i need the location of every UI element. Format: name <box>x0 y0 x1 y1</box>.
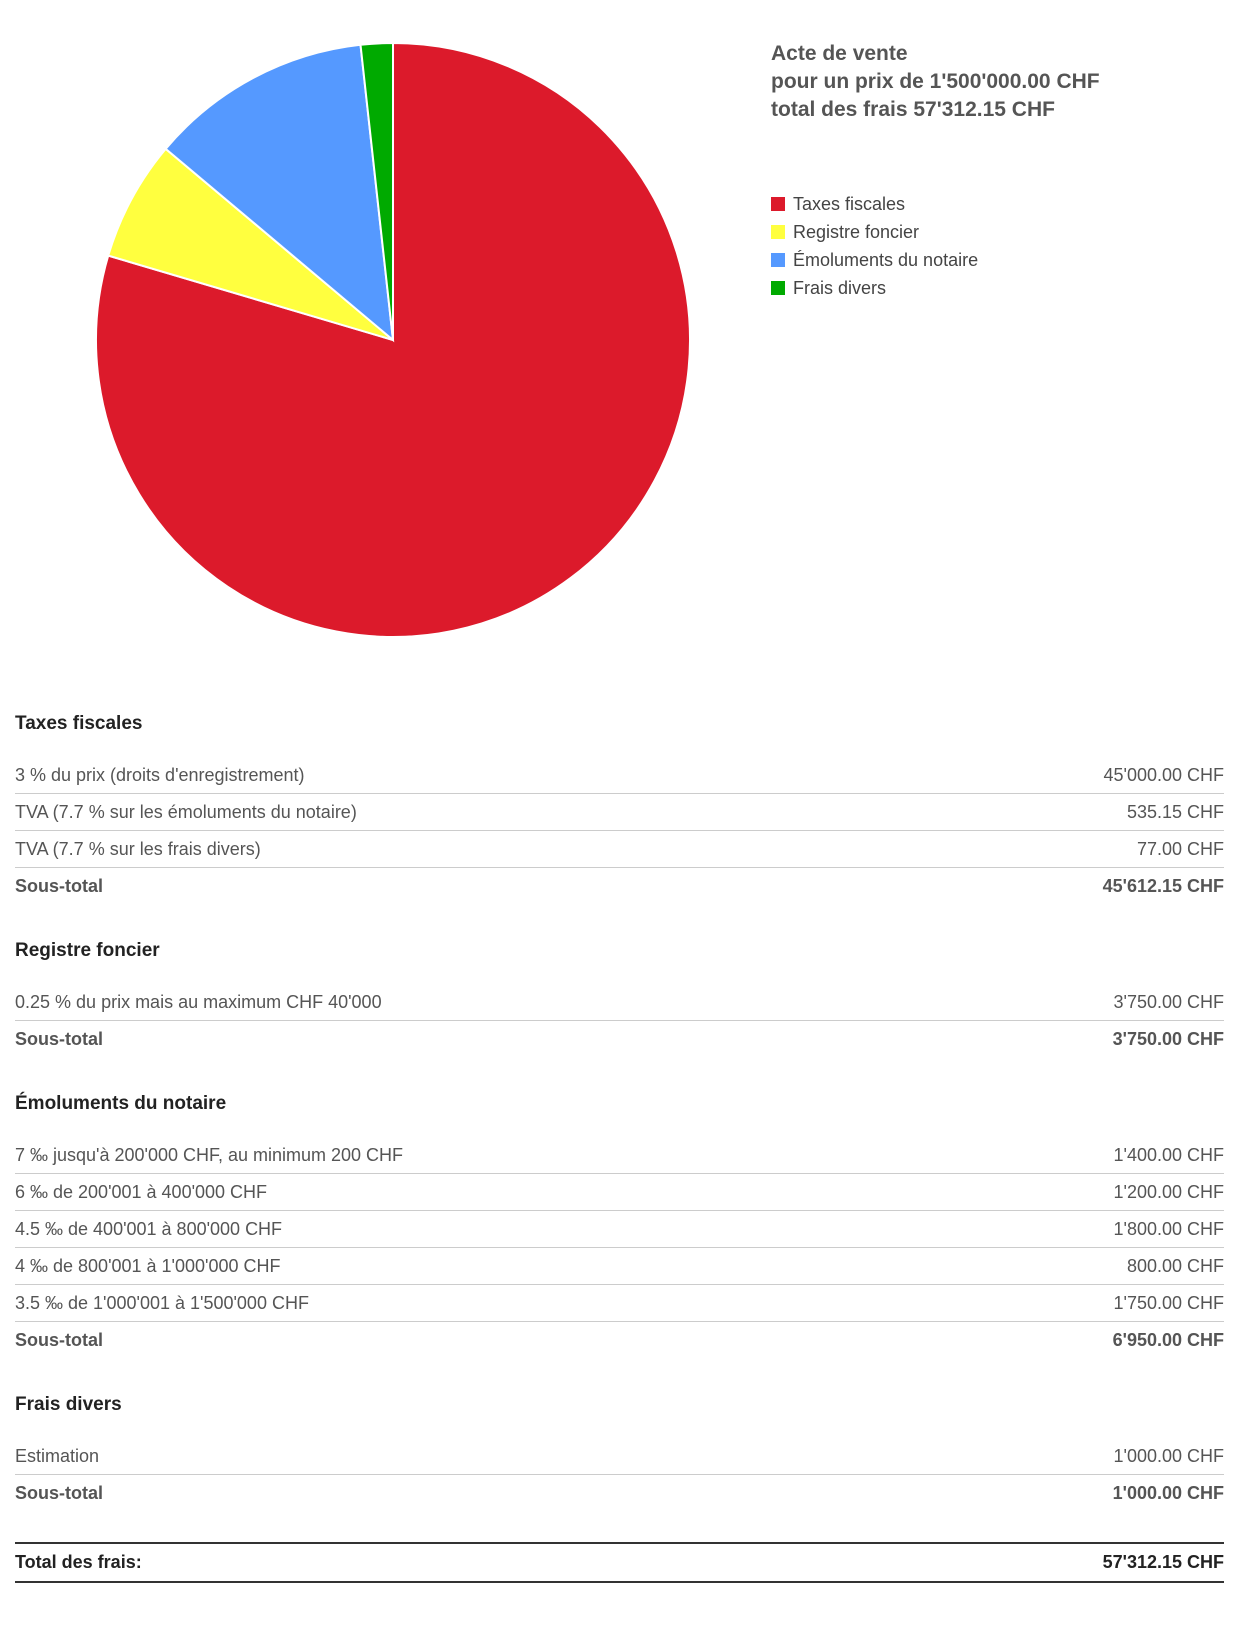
row-amount: 3'750.00 CHF <box>1113 991 1225 1012</box>
table-row: TVA (7.7 % sur les frais divers) 77.00 C… <box>15 831 1224 868</box>
row-amount: 1'200.00 CHF <box>1113 1181 1225 1202</box>
pie-slice-registre-foncier[interactable] <box>106 147 394 341</box>
pie-chart <box>95 41 691 638</box>
row-label: 3.5 ‰ de 1'000'001 à 1'500'000 CHF <box>15 1292 309 1313</box>
subtotal-label: Sous-total <box>15 1028 103 1049</box>
row-label: Estimation <box>15 1445 100 1466</box>
table-row: 3 % du prix (droits d'enregistrement) 45… <box>15 757 1224 794</box>
section-emoluments-notaire: Émoluments du notaire 7 ‰ jusqu'à 200'00… <box>15 1092 1224 1358</box>
subtotal-label: Sous-total <box>15 875 103 896</box>
legend-label: Émoluments du notaire <box>793 249 979 270</box>
table-row: 3.5 ‰ de 1'000'001 à 1'500'000 CHF 1'750… <box>15 1285 1224 1322</box>
subtotal-amount: 3'750.00 CHF <box>1112 1028 1224 1049</box>
table-row: 4 ‰ de 800'001 à 1'000'000 CHF 800.00 CH… <box>15 1248 1224 1285</box>
legend-item[interactable]: Émoluments du notaire <box>771 246 978 274</box>
table-row: Estimation 1'000.00 CHF <box>15 1438 1224 1475</box>
row-label: 3 % du prix (droits d'enregistrement) <box>15 764 305 785</box>
legend-item[interactable]: Frais divers <box>771 274 978 302</box>
subtotal-row: Sous-total 6'950.00 CHF <box>15 1322 1224 1358</box>
grand-total-row: Total des frais: 57'312.15 CHF <box>15 1542 1224 1583</box>
section-title: Frais divers <box>15 1394 122 1415</box>
legend-label: Taxes fiscales <box>793 193 906 214</box>
subtotal-amount: 45'612.15 CHF <box>1102 875 1224 896</box>
table-row: 4.5 ‰ de 400'001 à 800'000 CHF 1'800.00 … <box>15 1211 1224 1248</box>
legend-item[interactable]: Taxes fiscales <box>771 190 978 218</box>
subtotal-label: Sous-total <box>15 1329 103 1350</box>
section-title: Taxes fiscales <box>15 713 143 734</box>
legend-swatch <box>771 253 785 267</box>
subtotal-label: Sous-total <box>15 1482 103 1503</box>
table-row: 0.25 % du prix mais au maximum CHF 40'00… <box>15 984 1224 1021</box>
row-label: TVA (7.7 % sur les émoluments du notaire… <box>15 801 357 822</box>
table-row: 6 ‰ de 200'001 à 400'000 CHF 1'200.00 CH… <box>15 1174 1224 1211</box>
fees-breakdown: Taxes fiscales 3 % du prix (droits d'enr… <box>15 712 1224 1583</box>
chart-legend: Taxes fiscales Registre foncier Émolumen… <box>771 190 978 302</box>
legend-swatch <box>771 225 785 239</box>
section-title: Émoluments du notaire <box>15 1093 227 1114</box>
row-label: 6 ‰ de 200'001 à 400'000 CHF <box>15 1181 268 1202</box>
chart-title-line: Acte de vente <box>771 42 908 65</box>
row-amount: 1'400.00 CHF <box>1113 1144 1225 1165</box>
grand-total-amount: 57'312.15 CHF <box>1102 1552 1224 1572</box>
chart-title-line: total des frais 57'312.15 CHF <box>771 98 1055 121</box>
row-label: 7 ‰ jusqu'à 200'000 CHF, au minimum 200 … <box>15 1144 404 1165</box>
legend-swatch <box>771 197 785 211</box>
row-label: 4 ‰ de 800'001 à 1'000'000 CHF <box>15 1255 281 1276</box>
row-amount: 800.00 CHF <box>1126 1255 1224 1276</box>
section-title: Registre foncier <box>15 940 160 961</box>
row-amount: 535.15 CHF <box>1126 801 1224 822</box>
section-frais-divers: Frais divers Estimation 1'000.00 CHF Sou… <box>15 1393 1224 1511</box>
table-row: TVA (7.7 % sur les émoluments du notaire… <box>15 794 1224 831</box>
grand-total-label: Total des frais: <box>15 1552 142 1572</box>
subtotal-row: Sous-total 1'000.00 CHF <box>15 1475 1224 1511</box>
section-registre-foncier: Registre foncier 0.25 % du prix mais au … <box>15 939 1224 1057</box>
legend-swatch <box>771 281 785 295</box>
row-label: 4.5 ‰ de 400'001 à 800'000 CHF <box>15 1218 283 1239</box>
row-amount: 1'800.00 CHF <box>1113 1218 1225 1239</box>
legend-label: Registre foncier <box>793 221 920 242</box>
subtotal-row: Sous-total 3'750.00 CHF <box>15 1021 1224 1057</box>
row-amount: 77.00 CHF <box>1136 838 1224 859</box>
pie-slice-emoluments-du-notaire[interactable] <box>164 43 395 343</box>
legend-item[interactable]: Registre foncier <box>771 218 978 246</box>
chart-title-line: pour un prix de 1'500'000.00 CHF <box>771 70 1100 93</box>
table-row: 7 ‰ jusqu'à 200'000 CHF, au minimum 200 … <box>15 1137 1224 1174</box>
chart-title: Acte de vente pour un prix de 1'500'000.… <box>771 40 1100 124</box>
row-amount: 45'000.00 CHF <box>1103 764 1224 785</box>
section-taxes-fiscales: Taxes fiscales 3 % du prix (droits d'enr… <box>15 712 1224 904</box>
legend-label: Frais divers <box>793 277 887 298</box>
subtotal-amount: 6'950.00 CHF <box>1112 1329 1224 1350</box>
row-label: TVA (7.7 % sur les frais divers) <box>15 838 261 859</box>
row-label: 0.25 % du prix mais au maximum CHF 40'00… <box>15 991 382 1012</box>
row-amount: 1'000.00 CHF <box>1113 1445 1225 1466</box>
subtotal-row: Sous-total 45'612.15 CHF <box>15 868 1224 904</box>
pie-slice-taxes-fiscales[interactable] <box>95 41 691 638</box>
pie-slice-frais-divers[interactable] <box>359 41 394 341</box>
subtotal-amount: 1'000.00 CHF <box>1112 1482 1224 1503</box>
row-amount: 1'750.00 CHF <box>1113 1292 1225 1313</box>
